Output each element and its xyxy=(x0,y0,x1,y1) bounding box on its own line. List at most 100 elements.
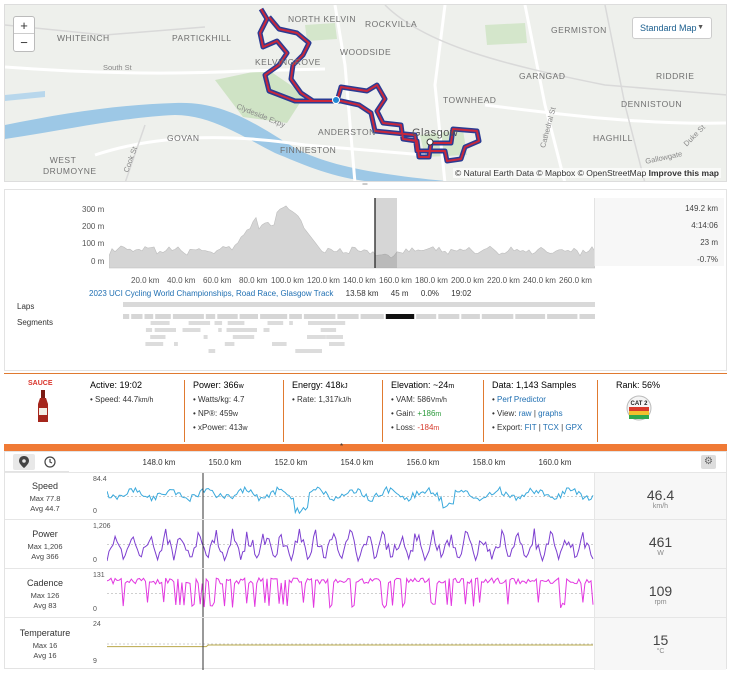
view-label: View: xyxy=(497,409,517,418)
pipe-separator: | xyxy=(538,423,541,432)
segment-bar[interactable] xyxy=(385,314,415,319)
resize-grip-icon[interactable]: ═ xyxy=(362,181,368,188)
stat-grade: -0.7% xyxy=(697,255,718,264)
segment-bar[interactable] xyxy=(150,321,165,325)
segment-bar[interactable] xyxy=(188,321,211,325)
segment-bar[interactable] xyxy=(239,314,258,319)
segment-bar[interactable] xyxy=(313,349,322,353)
sauce-logo: SAUCE xyxy=(28,380,53,387)
map-style-select[interactable]: Standard Map ▼ xyxy=(632,17,712,39)
stream-max: Max 1,206 xyxy=(27,541,63,551)
energy-value: 418 xyxy=(325,380,341,390)
zoom-out-button[interactable]: − xyxy=(20,35,28,50)
segment-bar[interactable] xyxy=(289,321,293,325)
segment-bar[interactable] xyxy=(267,321,284,325)
segment-bar[interactable] xyxy=(295,349,308,353)
segment-bar[interactable] xyxy=(326,335,343,339)
improve-map-link[interactable]: Improve this map xyxy=(648,168,719,178)
segment-bar[interactable] xyxy=(154,328,176,332)
stream-plot[interactable] xyxy=(107,569,594,618)
segment-bar[interactable] xyxy=(320,328,337,332)
segment-bar[interactable] xyxy=(260,314,288,319)
segment-bar[interactable] xyxy=(144,314,154,319)
segment-bar[interactable] xyxy=(303,314,336,319)
stream-plot[interactable] xyxy=(107,520,594,569)
segment-bar[interactable] xyxy=(145,328,153,332)
segment-bar[interactable] xyxy=(217,314,238,319)
segment-bar[interactable] xyxy=(305,349,315,353)
segment-bar[interactable] xyxy=(150,335,166,339)
segment-bar[interactable] xyxy=(214,321,223,325)
segment-bar[interactable] xyxy=(238,328,251,332)
export-fit-link[interactable]: FIT xyxy=(524,423,537,432)
view-raw-link[interactable]: raw xyxy=(518,409,532,418)
export-gpx-link[interactable]: GPX xyxy=(565,423,583,432)
rank-label: Rank: xyxy=(616,380,640,390)
map-label: NORTH KELVIN xyxy=(288,14,357,24)
segment-bar[interactable] xyxy=(360,314,384,319)
segment-bar[interactable] xyxy=(123,314,130,319)
energy-label: Energy: xyxy=(292,380,324,390)
segment-bar[interactable] xyxy=(131,314,143,319)
y-tick: 200 m xyxy=(82,222,105,231)
map-label: GERMISTON xyxy=(551,25,607,35)
segment-bar[interactable] xyxy=(174,342,178,346)
segment-bar[interactable] xyxy=(272,342,287,346)
time-mode-button[interactable] xyxy=(39,454,61,470)
segment-bar[interactable] xyxy=(307,335,326,339)
segment-bar[interactable] xyxy=(162,321,170,325)
segment-bar[interactable] xyxy=(515,314,546,319)
segments-track[interactable] xyxy=(123,302,595,362)
data-column: Data: 1,143 Samples • Perf Predictor • V… xyxy=(483,380,595,442)
elevation-chart[interactable] xyxy=(109,198,595,276)
segment-bar[interactable] xyxy=(316,321,339,325)
speed-label: Speed: xyxy=(95,395,121,404)
segment-bar[interactable] xyxy=(461,314,480,319)
map-label: RIDDRIE xyxy=(656,71,695,81)
panel-divider[interactable]: * xyxy=(4,442,727,451)
segment-bar[interactable] xyxy=(238,335,248,339)
segment-bar[interactable] xyxy=(337,314,359,319)
segment-bar[interactable] xyxy=(208,349,216,353)
segment-bar[interactable] xyxy=(308,321,318,325)
stream-avg: Avg 83 xyxy=(33,600,57,610)
segment-bar[interactable] xyxy=(155,314,171,319)
x-tick: 200.0 km xyxy=(451,276,484,285)
segment-bar[interactable] xyxy=(205,314,216,319)
segment-name-link[interactable]: 2023 UCI Cycling World Championships, Ro… xyxy=(89,289,334,298)
segment-bar[interactable] xyxy=(231,321,245,325)
segment-bar[interactable] xyxy=(227,342,234,346)
segment-bar[interactable] xyxy=(317,335,324,339)
segment-bar[interactable] xyxy=(329,342,345,346)
segment-bar[interactable] xyxy=(242,335,255,339)
segment-bar[interactable] xyxy=(232,335,241,339)
segment-bar[interactable] xyxy=(218,328,222,332)
settings-gear-icon[interactable]: ⚙ xyxy=(701,455,716,469)
distance-mode-button[interactable] xyxy=(13,454,35,470)
stream-plot[interactable] xyxy=(107,473,594,520)
segment-bar[interactable] xyxy=(547,314,578,319)
stream-plot[interactable] xyxy=(107,618,594,670)
view-graphs-link[interactable]: graphs xyxy=(538,409,563,418)
zoom-in-button[interactable]: + xyxy=(14,17,34,34)
segment-bar[interactable] xyxy=(289,314,302,319)
stream-row-power: Power Max 1,206 Avg 366 1,206 0 461 W xyxy=(5,519,726,569)
route-map[interactable]: WHITEINCH PARTICKHILL NORTH KELVIN ROCKV… xyxy=(4,4,727,182)
segment-bar[interactable] xyxy=(172,314,204,319)
segment-bar[interactable] xyxy=(226,328,248,332)
segment-bar[interactable] xyxy=(481,314,514,319)
x-tick: 140.0 km xyxy=(343,276,376,285)
segment-bar[interactable] xyxy=(579,314,596,319)
selection-window[interactable] xyxy=(375,198,397,268)
perf-predictor-link[interactable]: Perf Predictor xyxy=(497,395,546,404)
power-value: 366 xyxy=(223,380,239,390)
stream-unit: W xyxy=(657,550,664,557)
segment-bar[interactable] xyxy=(438,314,460,319)
segment-bar[interactable] xyxy=(416,314,437,319)
segment-bar[interactable] xyxy=(145,342,164,346)
segment-bar[interactable] xyxy=(203,335,208,339)
segment-bar[interactable] xyxy=(263,328,270,332)
stream-max: Max 77.8 xyxy=(29,493,61,503)
segment-bar[interactable] xyxy=(182,328,201,332)
export-tcx-link[interactable]: TCX xyxy=(542,423,559,432)
